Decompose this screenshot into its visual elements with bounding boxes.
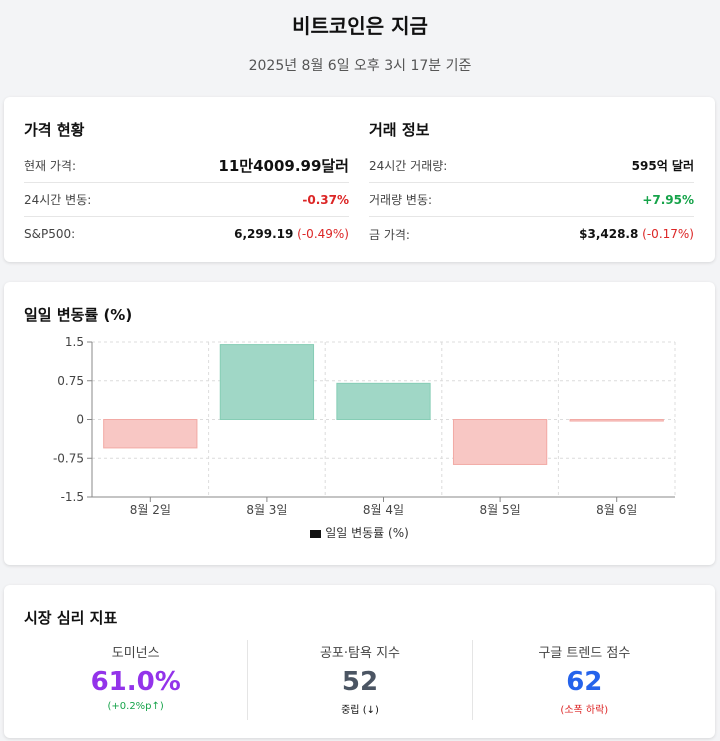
y-tick-label: -1.5 [61, 490, 84, 504]
trade-row-label: 금 가격: [369, 227, 410, 242]
x-tick-label: 8월 3일 [246, 503, 287, 517]
metric-note: (+0.2%p↑) [107, 701, 164, 712]
chart-title: 일일 변동률 (%) [24, 306, 133, 324]
chart-card: 일일 변동률 (%) 1.5 0.75 0 -0.75 -1.5 8월 2일 8월 3일 8월… [4, 282, 715, 565]
sp500-change: (-0.49%) [297, 227, 349, 241]
page-subtitle: 2025년 8월 6일 오후 3시 17분 기준 [248, 58, 472, 74]
y-tick-label: 0.75 [57, 374, 84, 388]
price-card: 가격 현황 현재 가격: 11만4009.99달러 24시간 변동: -0.37… [4, 97, 715, 262]
price-row-sp500: S&P500: 6,299.19 (-0.49%) [24, 217, 349, 251]
price-row-label: S&P500: [24, 227, 76, 241]
metric-value: 52 [341, 667, 379, 697]
legend-label: 일일 변동률 (%) [325, 526, 409, 540]
bar-4 [452, 419, 548, 465]
metric-value: 62 [566, 667, 603, 697]
metric-label: 공포·탐욕 지수 [319, 646, 400, 661]
bar-3 [336, 382, 431, 421]
gold-change: (-0.17%) [642, 227, 694, 241]
x-tick-label: 8월 6일 [596, 503, 637, 517]
gold-value-group: $3,428.8 (-0.17%) [579, 227, 694, 241]
sentiment-metrics: 도미넌스 61.0% (+0.2%p↑) 공포·탐욕 지수 52 중립 (↓) … [24, 640, 696, 720]
sentiment-title: 시장 심리 지표 [24, 609, 118, 627]
y-tick-label: -0.75 [53, 451, 84, 465]
metric-value: 61.0% [90, 667, 181, 697]
24h-change-value: -0.37% [302, 192, 349, 207]
sp500-value: 6,299.19 [234, 227, 294, 241]
volume-change-value: +7.95% [642, 192, 694, 207]
x-tick-label: 8월 5일 [480, 503, 521, 517]
trade-section-title: 거래 정보 [369, 121, 430, 139]
price-row-current: 현재 가격: 11만4009.99달러 [24, 149, 349, 183]
trade-row-gold: 금 가격: $3,428.8 (-0.17%) [369, 217, 694, 251]
current-price-value: 11만4009.99달러 [218, 157, 349, 175]
metric-google-trends: 구글 트렌드 점수 62 (소폭 하락) [471, 640, 696, 720]
bar-5 [569, 419, 664, 422]
trade-row-volume: 24시간 거래량: 595억 달러 [369, 149, 694, 183]
sp500-value-group: 6,299.19 (-0.49%) [234, 227, 349, 241]
y-tick-label: 0 [76, 413, 84, 427]
bar-1 [103, 419, 198, 449]
price-section: 가격 현황 현재 가격: 11만4009.99달러 24시간 변동: -0.37… [24, 119, 349, 251]
trade-row-label: 24시간 거래량: [369, 159, 448, 173]
legend-swatch [310, 529, 322, 538]
gold-price-value: $3,428.8 [579, 227, 639, 241]
sentiment-card: 시장 심리 지표 도미넌스 61.0% (+0.2%p↑) 공포·탐욕 지수 5… [4, 585, 715, 738]
volume-value: 595억 달러 [631, 159, 694, 173]
daily-change-chart: 1.5 0.75 0 -0.75 -1.5 8월 2일 8월 3일 8월 4일 8월 5일 8월 … [53, 335, 676, 517]
metric-dominance: 도미넌스 61.0% (+0.2%p↑) [24, 640, 247, 720]
chart-legend[interactable]: 일일 변동률 (%) [4, 524, 715, 541]
metric-label: 도미넌스 [111, 646, 160, 661]
metric-fear-greed: 공포·탐욕 지수 52 중립 (↓) [247, 640, 471, 720]
page-title: 비트코인은 지금 [292, 14, 428, 38]
trade-section: 거래 정보 24시간 거래량: 595억 달러 거래량 변동: +7.95% 금… [369, 119, 694, 251]
y-tick-label: 1.5 [65, 335, 84, 349]
trade-row-label: 거래량 변동: [369, 193, 433, 207]
price-row-24h-change: 24시간 변동: -0.37% [24, 183, 349, 217]
x-tick-label: 8월 4일 [363, 503, 404, 517]
bar-2 [219, 344, 315, 420]
metric-label: 구글 트렌드 점수 [538, 646, 631, 661]
price-section-title: 가격 현황 [24, 121, 85, 139]
x-tick-label: 8월 2일 [130, 503, 171, 517]
price-row-label: 24시간 변동: [24, 193, 92, 207]
price-row-label: 현재 가격: [24, 159, 77, 173]
metric-note: (소폭 하락) [560, 705, 609, 716]
trade-row-volume-change: 거래량 변동: +7.95% [369, 183, 694, 217]
metric-note: 중립 (↓) [341, 705, 379, 716]
